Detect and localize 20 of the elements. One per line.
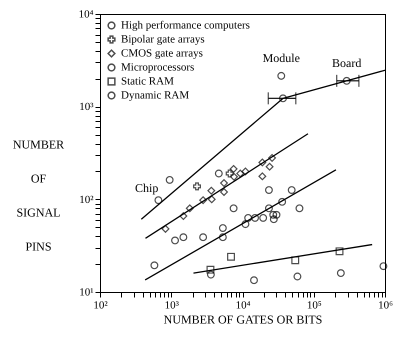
annotation: Module: [262, 50, 300, 65]
legend-label: Dynamic RAM: [121, 90, 190, 102]
x-axis-title: NUMBER OF GATES OR BITS: [164, 312, 322, 326]
x-tick-label: 10³: [164, 300, 180, 312]
x-tick-label: 10⁴: [236, 300, 251, 312]
y-tick-label: 10²: [79, 194, 94, 206]
annotation: Board: [332, 56, 362, 70]
annotation: Chip: [135, 181, 158, 196]
legend-label: Microprocessors: [121, 62, 194, 74]
legend-label: High performance computers: [121, 20, 250, 32]
y-tick-label: 10⁴: [78, 8, 94, 20]
legend-label: CMOS gate arrays: [121, 48, 203, 60]
x-tick-label: 10²: [93, 300, 108, 312]
x-tick-label: 10⁶: [378, 300, 394, 312]
y-tick-label: 10³: [79, 101, 94, 114]
legend-label: Static RAM: [121, 76, 174, 88]
x-tick-label: 10⁵: [306, 300, 322, 312]
text: NUMBER OF SIGNAL PINS: [12, 138, 64, 254]
y-tick-label: 10¹: [79, 286, 94, 298]
legend-label: Bipolar gate arrays: [121, 34, 205, 46]
